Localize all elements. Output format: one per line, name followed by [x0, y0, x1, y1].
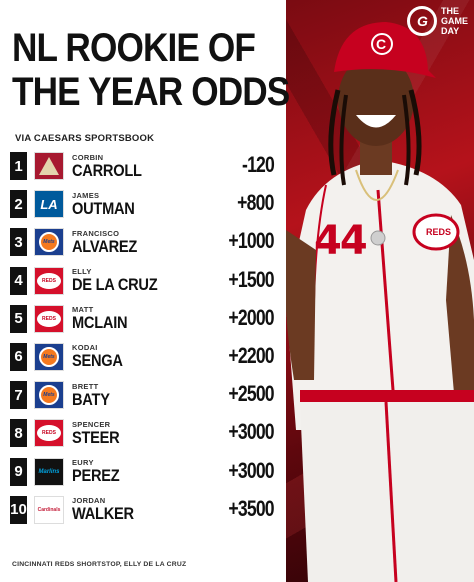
mets-icon: Mets	[34, 342, 64, 371]
player-last-name: ALVAREZ	[72, 236, 138, 256]
player-last-name: STEER	[72, 427, 120, 447]
list-item: 10 Cardinals JORDAN WALKER +3500	[10, 494, 280, 526]
player-last-name: OUTMAN	[72, 198, 135, 218]
player-last-name: WALKER	[72, 504, 134, 524]
player-name: FRANCISCO ALVAREZ	[72, 229, 148, 256]
rank-badge: 3	[10, 228, 27, 257]
player-name: JORDAN WALKER	[72, 496, 144, 523]
player-name: CORBIN CARROLL	[72, 153, 153, 180]
reds-oval-icon: REDS	[37, 272, 61, 289]
player-last-name: BATY	[72, 389, 110, 409]
cap-logo-text: C	[376, 36, 387, 52]
dbacks-a-icon	[39, 157, 59, 175]
mets-icon: Mets	[34, 381, 64, 410]
player-name: KODAI SENGA	[72, 343, 131, 370]
cardinals-text: Cardinals	[37, 506, 61, 513]
player-photo: 44 REDS C G THE GAME DAY	[286, 0, 474, 582]
jersey-number: 44	[314, 218, 368, 264]
odds-value: +1000	[228, 228, 275, 254]
rank-badge: 5	[10, 304, 27, 333]
player-last-name: SENGA	[72, 351, 123, 371]
player-name: BRETT BATY	[72, 382, 116, 409]
cardinals-icon: Cardinals	[34, 495, 64, 524]
player-first-name: BRETT	[72, 381, 99, 391]
odds-value: +1500	[228, 266, 275, 292]
mets-circle-icon: Mets	[39, 385, 59, 406]
list-item: 8 REDS SPENCER STEER +3000	[10, 417, 280, 449]
player-first-name: CORBIN	[72, 152, 104, 162]
player-last-name: CARROLL	[72, 160, 142, 180]
marlins-icon: Marlins	[34, 457, 64, 486]
odds-value: +3000	[228, 419, 275, 445]
odds-source: VIA CAESARS SPORTSBOOK	[15, 133, 155, 144]
player-first-name: KODAI	[72, 343, 98, 353]
list-item: 2 LA JAMES OUTMAN +800	[10, 188, 280, 220]
dbacks-icon	[34, 152, 64, 180]
chest-logo-text: REDS	[426, 227, 452, 237]
odds-value: +2500	[228, 381, 275, 407]
rank-badge: 2	[10, 190, 27, 219]
dodgers-icon: LA	[34, 190, 64, 219]
marlins-text: Marlins	[38, 468, 60, 475]
player-last-name: DE LA CRUZ	[72, 275, 158, 295]
player-first-name: ELLY	[72, 267, 92, 277]
mets-circle-icon: Mets	[39, 232, 59, 253]
odds-value: +2000	[228, 304, 275, 330]
odds-value: +2200	[228, 342, 275, 368]
player-last-name: MCLAIN	[72, 313, 128, 333]
rank-badge: 1	[10, 152, 27, 180]
mets-circle-icon: Mets	[39, 346, 59, 367]
odds-value: +3500	[228, 495, 275, 521]
player-first-name: MATT	[72, 305, 94, 315]
odds-value: +800	[237, 190, 275, 216]
list-item: 9 Marlins EURY PEREZ +3000	[10, 456, 280, 488]
rank-badge: 7	[10, 381, 27, 410]
player-first-name: SPENCER	[72, 419, 111, 429]
game-day-wordmark: THE GAME DAY	[441, 6, 468, 36]
player-name: EURY PEREZ	[72, 458, 127, 485]
rank-badge: 4	[10, 266, 27, 295]
page-title: NL ROOKIE OF THE YEAR ODDS	[12, 26, 290, 114]
list-item: 5 REDS MATT MCLAIN +2000	[10, 303, 280, 335]
list-item: 6 Mets KODAI SENGA +2200	[10, 341, 280, 373]
dodgers-la-text: LA	[40, 196, 58, 212]
reds-icon: REDS	[34, 266, 64, 295]
photo-caption: CINCINNATI REDS SHORTSTOP, ELLY DE LA CR…	[12, 561, 187, 568]
rank-badge: 8	[10, 419, 27, 448]
player-first-name: JORDAN	[72, 496, 106, 506]
list-item: 7 Mets BRETT BATY +2500	[10, 379, 280, 411]
odds-value: -120	[241, 152, 275, 177]
player-illustration	[286, 22, 474, 582]
reds-oval-icon: REDS	[37, 310, 61, 327]
rank-badge: 9	[10, 457, 27, 486]
player-name: MATT MCLAIN	[72, 305, 136, 332]
player-first-name: JAMES	[72, 190, 100, 200]
player-last-name: PEREZ	[72, 466, 120, 485]
player-first-name: EURY	[72, 458, 94, 467]
rank-badge: 10	[10, 495, 27, 524]
rank-badge: 6	[10, 342, 27, 371]
reds-icon: REDS	[34, 304, 64, 333]
reds-oval-icon: REDS	[37, 425, 61, 442]
odds-value: +3000	[228, 457, 275, 483]
odds-list: 1 CORBIN CARROLL -120 2 LA JAMES OUTMAN +800 3 Met…	[10, 150, 280, 532]
mets-icon: Mets	[34, 228, 64, 257]
list-item: 4 REDS ELLY DE LA CRUZ +1500	[10, 265, 280, 297]
player-name: JAMES OUTMAN	[72, 191, 145, 218]
player-name: ELLY DE LA CRUZ	[72, 267, 171, 294]
player-first-name: FRANCISCO	[72, 228, 120, 238]
the-game-day-logo: G THE GAME DAY	[407, 6, 468, 36]
list-item: 1 CORBIN CARROLL -120	[10, 150, 280, 182]
player-name: SPENCER STEER	[72, 420, 127, 447]
reds-icon: REDS	[34, 419, 64, 448]
game-day-mark-icon: G	[407, 6, 437, 36]
list-item: 3 Mets FRANCISCO ALVAREZ +1000	[10, 226, 280, 258]
